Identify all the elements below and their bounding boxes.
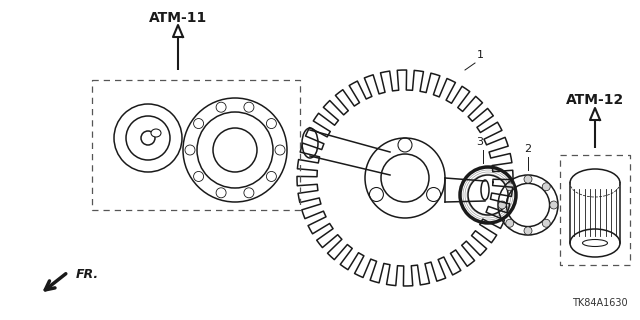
Circle shape xyxy=(524,175,532,183)
Text: TK84A1630: TK84A1630 xyxy=(572,298,628,308)
Circle shape xyxy=(542,183,550,191)
Ellipse shape xyxy=(213,128,257,172)
Ellipse shape xyxy=(197,112,273,188)
Circle shape xyxy=(216,102,226,112)
Circle shape xyxy=(275,145,285,155)
Circle shape xyxy=(193,172,204,181)
Text: ATM-11: ATM-11 xyxy=(149,11,207,25)
Circle shape xyxy=(244,102,254,112)
Ellipse shape xyxy=(570,229,620,257)
Text: ATM-12: ATM-12 xyxy=(566,93,624,107)
Circle shape xyxy=(550,201,558,209)
Circle shape xyxy=(524,227,532,235)
Circle shape xyxy=(216,188,226,198)
Ellipse shape xyxy=(183,98,287,202)
Text: 2: 2 xyxy=(524,144,532,154)
Ellipse shape xyxy=(151,129,161,137)
Circle shape xyxy=(542,219,550,227)
Ellipse shape xyxy=(114,104,182,172)
Ellipse shape xyxy=(126,116,170,160)
Circle shape xyxy=(185,145,195,155)
Circle shape xyxy=(266,118,276,129)
Circle shape xyxy=(498,201,506,209)
Circle shape xyxy=(266,172,276,181)
Ellipse shape xyxy=(481,180,489,200)
Text: FR.: FR. xyxy=(76,268,99,281)
Ellipse shape xyxy=(302,128,318,158)
Circle shape xyxy=(506,183,514,191)
Text: 3: 3 xyxy=(477,137,483,147)
Text: 1: 1 xyxy=(477,50,484,60)
Circle shape xyxy=(244,188,254,198)
Circle shape xyxy=(506,219,514,227)
Circle shape xyxy=(193,118,204,129)
